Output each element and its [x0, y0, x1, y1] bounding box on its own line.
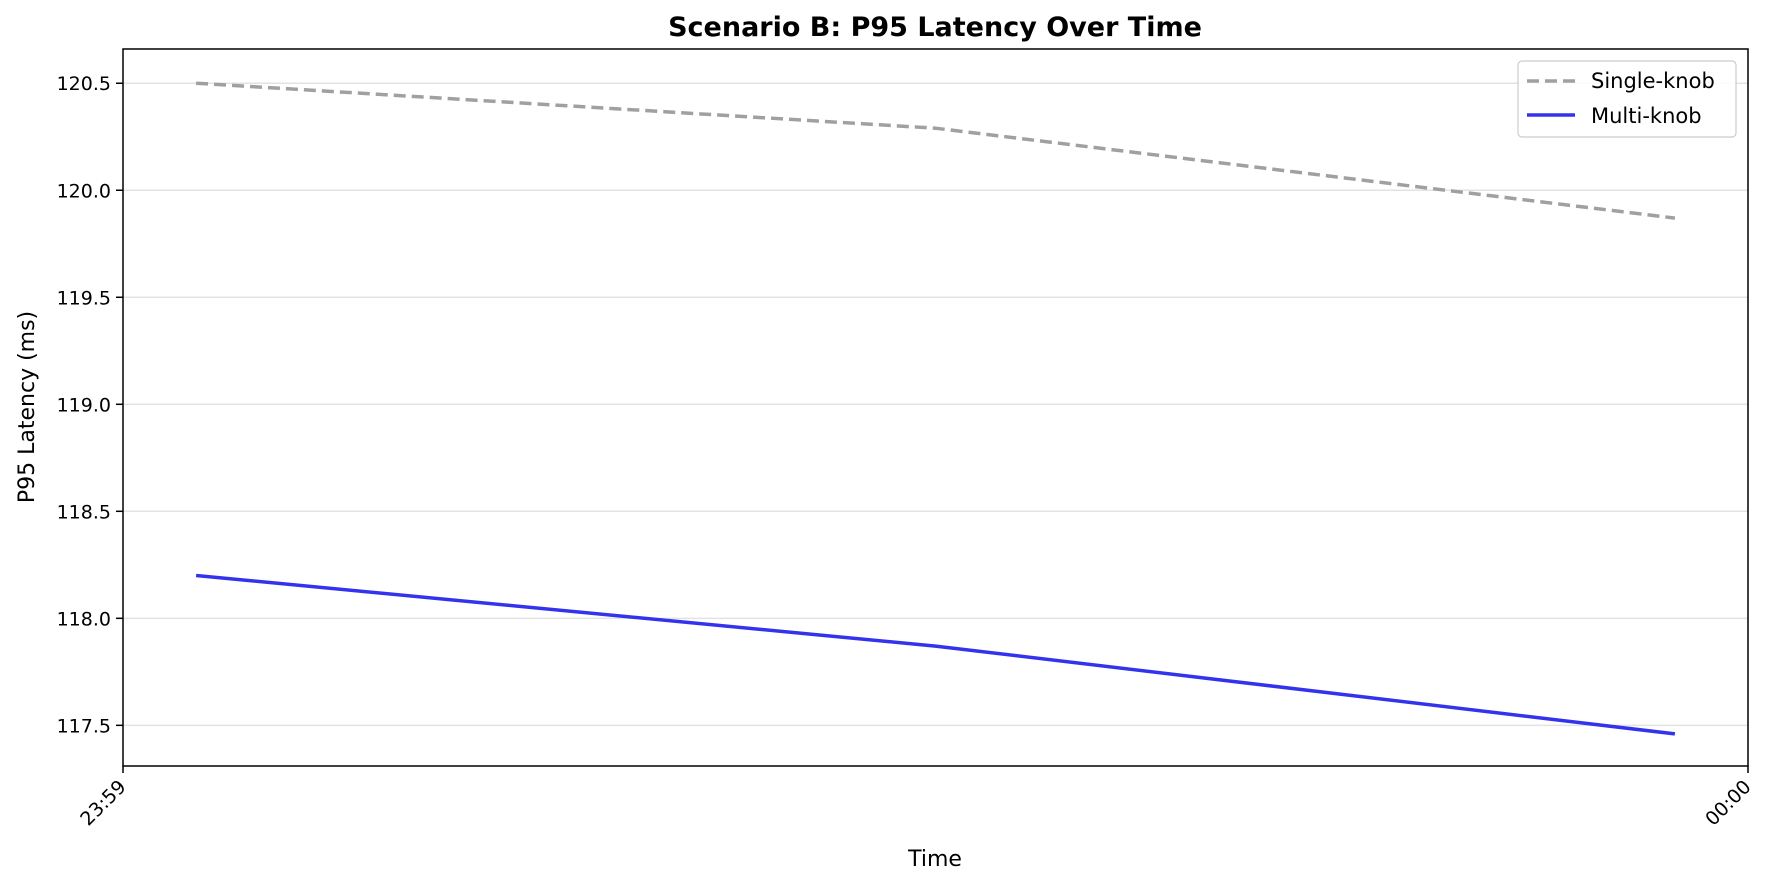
y-tick-label: 118.0 [57, 608, 111, 630]
y-axis-label: P95 Latency (ms) [15, 311, 40, 503]
y-tick-label: 119.0 [57, 394, 111, 416]
chart-title: Scenario B: P95 Latency Over Time [668, 12, 1202, 43]
series-line-multi-knob [195, 573, 1676, 736]
x-tick-label: 00:00 [1701, 776, 1755, 830]
series-layer [195, 81, 1676, 736]
y-tick-label: 117.5 [57, 715, 111, 737]
series-line-single-knob [195, 81, 1676, 220]
plot-frame [122, 48, 1749, 767]
x-tick-label: 23:59 [76, 776, 130, 830]
x-axis-label: Time [907, 847, 962, 872]
y-tick-label: 120.0 [57, 180, 111, 202]
x-axis: 23:59 00:00 [76, 766, 1756, 830]
y-tick-label: 120.5 [57, 73, 111, 95]
y-tick-label: 118.5 [57, 501, 111, 523]
legend: Single-knob Multi-knob [1517, 60, 1737, 138]
y-tick-label: 119.5 [57, 287, 111, 309]
legend-label-single-knob: Single-knob [1591, 69, 1715, 93]
legend-label-multi-knob: Multi-knob [1591, 104, 1702, 128]
y-axis: 117.5 118.0 118.5 119.0 119.5 120.0 120.5 [57, 73, 123, 737]
grid-lines [123, 82, 1748, 727]
